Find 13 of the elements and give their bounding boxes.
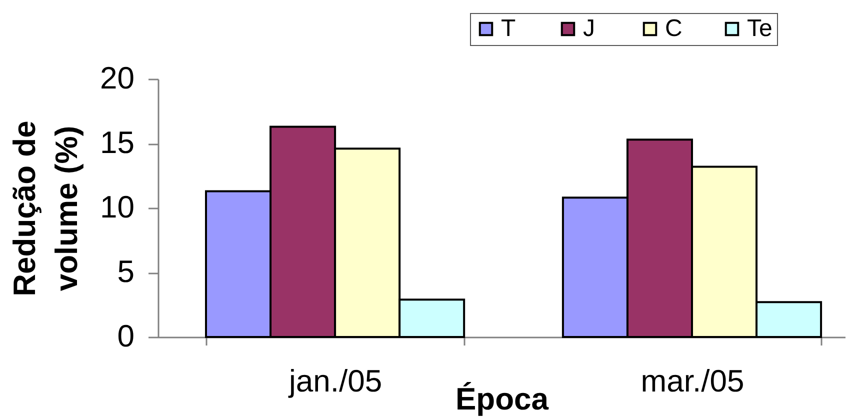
y-tick-label: 15 — [100, 125, 134, 160]
x-axis-title: Época — [455, 382, 550, 416]
y-axis-title: Redução de volume (%) — [7, 120, 84, 296]
x-tick-label: jan./05 — [288, 364, 382, 398]
y-tick-label: 10 — [100, 190, 134, 224]
x-tick-label: mar./05 — [640, 364, 744, 398]
legend-label: J — [583, 15, 595, 42]
y-tick-label: 0 — [117, 318, 134, 354]
y-tick-label: 20 — [100, 60, 134, 96]
legend-label: T — [501, 15, 516, 42]
legend-label: Te — [747, 15, 772, 42]
legend-label: C — [665, 15, 682, 42]
y-tick-label: 5 — [117, 254, 134, 289]
